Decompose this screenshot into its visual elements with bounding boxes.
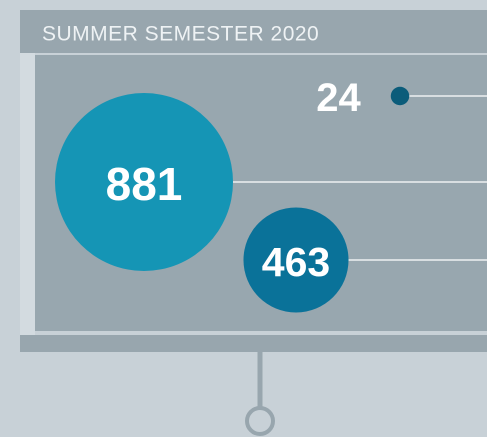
bubble (243, 207, 349, 313)
bottom-bar (20, 335, 487, 352)
value-label: 24 (316, 76, 361, 120)
stand-ring (245, 406, 275, 436)
value-label: 881 (106, 158, 183, 210)
title-bar (20, 10, 487, 53)
bubble (55, 93, 233, 271)
panel-edge (20, 53, 35, 335)
chart-title: SUMMER SEMESTER 2020 (42, 23, 319, 46)
bubble (390, 86, 410, 106)
value-label: 463 (262, 239, 330, 285)
